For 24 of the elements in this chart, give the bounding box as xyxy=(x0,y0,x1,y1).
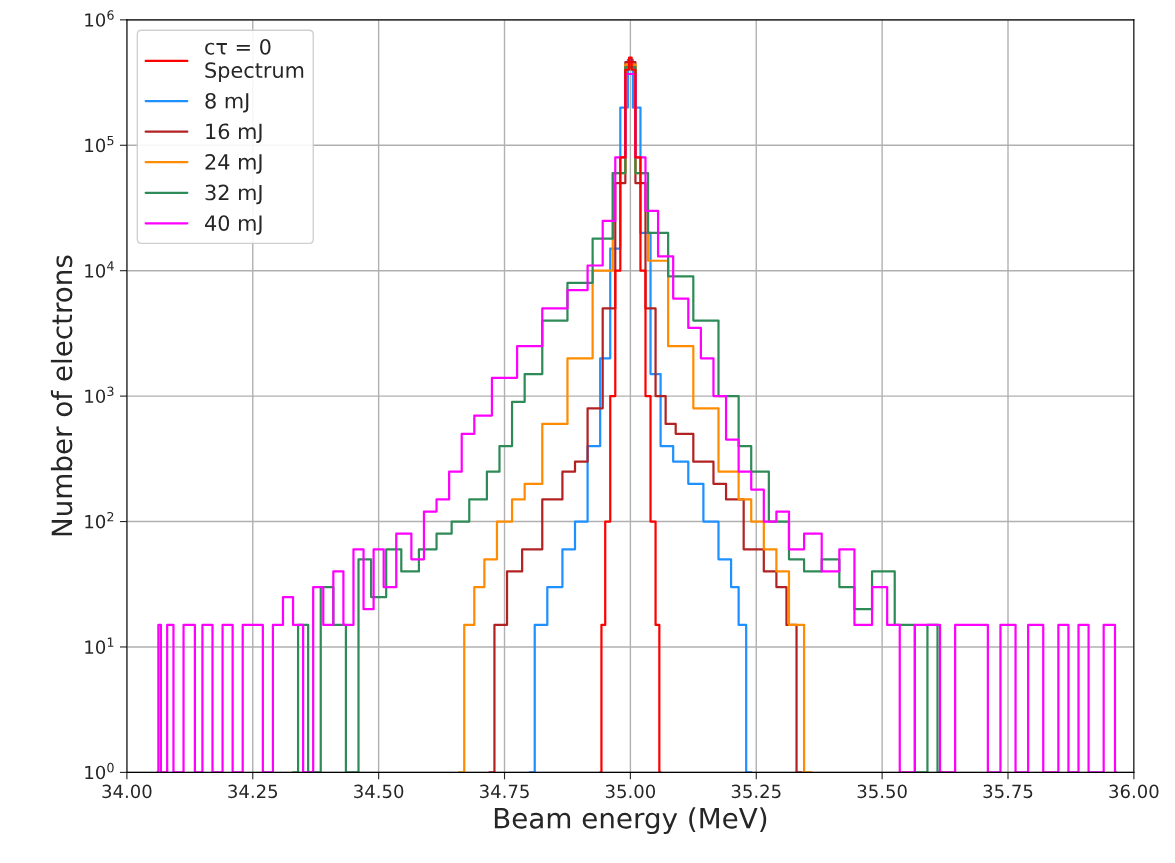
x-tick-label: 34.50 xyxy=(354,784,404,799)
legend-label: 24 mJ xyxy=(205,154,262,174)
legend-label: 8 mJ xyxy=(205,92,249,113)
legend-label: 16 mJ xyxy=(206,123,262,144)
y-tick-label: 10$^{3}$ xyxy=(85,386,114,404)
x-tick-label: 35.00 xyxy=(605,784,656,799)
legend-label: cτ = 0 Spectrum xyxy=(205,38,304,83)
x-tick-label: 34.75 xyxy=(480,784,529,799)
x-tick-label: 35.25 xyxy=(731,784,781,799)
x-axis-title: Beam energy (MeV) xyxy=(494,807,767,835)
y-tick-label: 10$^{4}$ xyxy=(85,261,114,278)
x-tick-label: 34.00 xyxy=(102,784,152,799)
x-tick-label: 34.25 xyxy=(228,784,278,799)
y-axis-title: Number of electrons xyxy=(50,255,73,536)
legend-label: 32 mJ xyxy=(205,184,262,205)
x-tick-label: 35.75 xyxy=(983,784,1033,799)
y-tick-label: 10$^{0}$ xyxy=(85,762,114,780)
legend-label: 40 mJ xyxy=(205,215,262,235)
y-tick-label: 10$^{2}$ xyxy=(85,511,114,529)
y-tick-label: 10$^{5}$ xyxy=(85,135,114,153)
x-tick-label: 36.00 xyxy=(1109,784,1159,799)
x-tick-label: 35.50 xyxy=(857,784,907,799)
y-tick-label: 10$^{1}$ xyxy=(85,637,114,654)
y-tick-label: 10$^{6}$ xyxy=(85,10,114,27)
